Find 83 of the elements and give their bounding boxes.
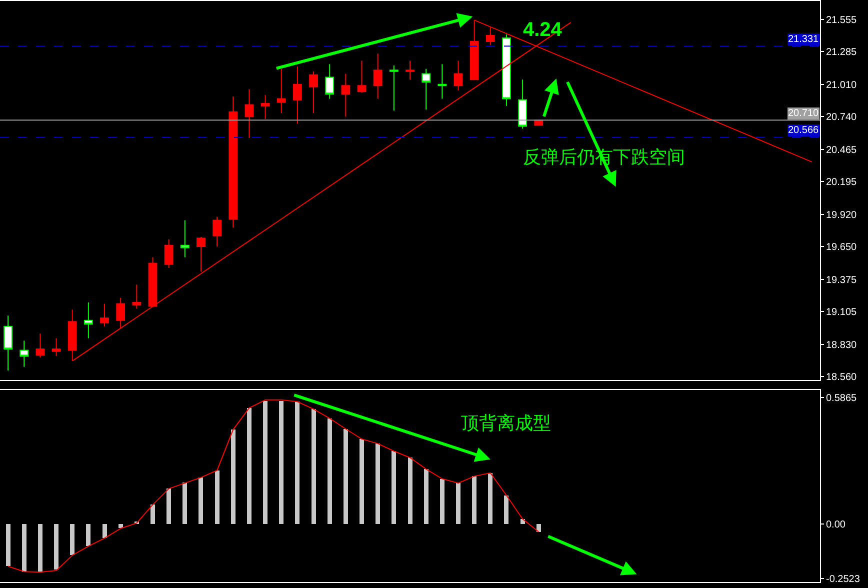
bar xyxy=(230,430,236,524)
bar xyxy=(38,524,42,572)
y-tick-label: -0.2523 xyxy=(826,574,860,586)
candlestick xyxy=(20,340,29,368)
ref-line-label: 21.331 xyxy=(788,34,820,45)
candlestick xyxy=(244,88,254,139)
candlestick xyxy=(406,60,414,80)
bar xyxy=(295,402,300,524)
candlestick xyxy=(164,238,174,268)
bar xyxy=(54,524,59,570)
bar xyxy=(472,476,477,524)
bar xyxy=(198,477,204,524)
bar xyxy=(118,524,123,528)
candlestick xyxy=(357,60,366,94)
y-tick-label: 21.555 xyxy=(826,14,858,26)
candlestick xyxy=(486,26,495,46)
candlestick xyxy=(454,60,463,91)
y-tick-label: 0.00 xyxy=(826,520,846,531)
bar xyxy=(376,444,380,524)
y-tick-label: 18.830 xyxy=(826,340,858,351)
bar xyxy=(102,524,107,538)
candlestick xyxy=(341,73,350,118)
candlestick xyxy=(196,236,206,272)
candlestick xyxy=(116,297,126,330)
bar xyxy=(424,469,428,524)
candlestick xyxy=(100,303,109,327)
bar xyxy=(536,524,541,532)
bar xyxy=(343,428,348,524)
bar xyxy=(263,401,268,524)
candlestick xyxy=(84,302,93,339)
bar xyxy=(182,482,188,524)
bar xyxy=(86,524,91,546)
ref-line-label: 20.710 xyxy=(788,108,820,119)
bar xyxy=(6,524,10,566)
y-tick-label: 20.740 xyxy=(826,112,858,124)
candlestick xyxy=(4,315,12,371)
bar xyxy=(150,504,155,524)
bar xyxy=(279,401,284,524)
candlestick xyxy=(36,333,45,358)
ref-line-label: 20.566 xyxy=(788,125,820,136)
y-tick-label: 19.375 xyxy=(826,274,858,286)
candlestick xyxy=(228,96,238,228)
y-tick-label: 21.285 xyxy=(826,47,858,58)
bar xyxy=(311,409,316,524)
candlestick xyxy=(389,64,398,112)
y-tick-label: 20.195 xyxy=(826,177,858,188)
bar xyxy=(70,524,75,556)
bar xyxy=(440,478,444,524)
candlestick xyxy=(373,52,382,100)
candlestick xyxy=(438,64,447,100)
bar xyxy=(504,495,509,524)
candlestick xyxy=(180,220,190,258)
candlestick xyxy=(422,68,431,110)
bar xyxy=(360,439,364,524)
y-tick-label: 20.465 xyxy=(826,144,858,156)
candlestick xyxy=(502,34,511,106)
candlestick xyxy=(325,64,334,100)
candlestick xyxy=(260,94,270,120)
annotation: 顶背离成型 xyxy=(461,413,551,433)
bar xyxy=(456,483,460,524)
annotation: 4.24 xyxy=(523,19,563,41)
y-tick-label: 19.105 xyxy=(826,306,858,318)
y-tick-label: 0.5865 xyxy=(826,392,858,404)
bar xyxy=(246,408,252,524)
bar xyxy=(22,524,26,572)
candlestick xyxy=(212,216,222,248)
candlestick xyxy=(518,79,527,130)
candlestick xyxy=(132,284,142,309)
bar xyxy=(408,458,412,524)
bar xyxy=(166,488,172,524)
bar xyxy=(488,472,493,524)
y-tick-label: 19.650 xyxy=(826,242,858,254)
y-tick-label: 21.010 xyxy=(826,80,858,91)
candlestick xyxy=(52,338,61,357)
bar xyxy=(392,451,396,524)
candlestick xyxy=(276,68,286,114)
y-tick-label: 18.560 xyxy=(826,372,858,383)
candlestick xyxy=(309,70,318,114)
bar xyxy=(214,470,220,524)
y-tick-label: 19.920 xyxy=(826,210,858,221)
bar xyxy=(327,418,332,524)
candlestick xyxy=(148,256,158,308)
candlestick xyxy=(293,66,302,124)
